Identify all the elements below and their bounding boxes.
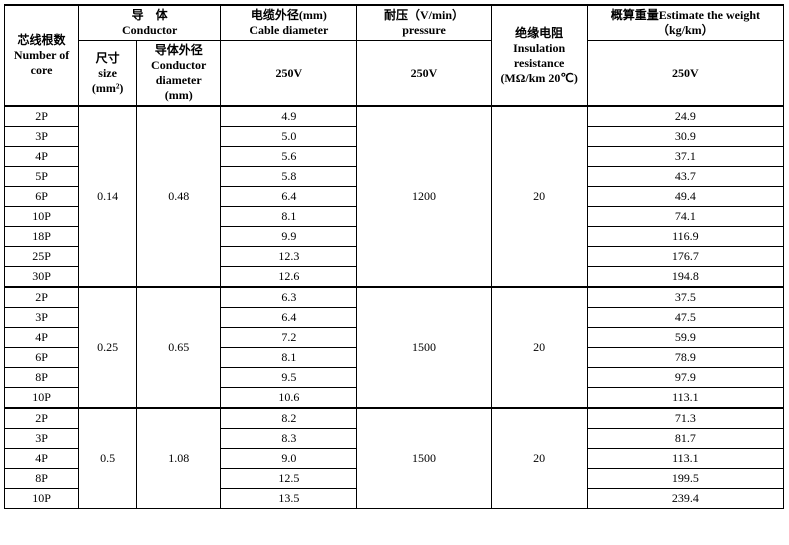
- cell-core: 2P: [5, 408, 79, 429]
- cell-weight: 71.3: [587, 408, 783, 429]
- cell-weight: 24.9: [587, 106, 783, 127]
- table-row: 2P0.51.088.215002071.3: [5, 408, 784, 429]
- cell-insulation: 20: [491, 287, 587, 408]
- cell-cable-dia: 10.6: [221, 388, 357, 409]
- cell-core: 18P: [5, 227, 79, 247]
- table-row: 2P0.140.484.912002024.9: [5, 106, 784, 127]
- cell-pressure: 1500: [357, 287, 491, 408]
- hdr-core: 芯线根数Number of core: [5, 5, 79, 106]
- cell-core: 3P: [5, 429, 79, 449]
- cell-weight: 74.1: [587, 207, 783, 227]
- cell-weight: 43.7: [587, 167, 783, 187]
- cell-core: 2P: [5, 106, 79, 127]
- cell-cable-dia: 5.0: [221, 127, 357, 147]
- cell-weight: 194.8: [587, 267, 783, 288]
- hdr-weight: 概算重量Estimate the weight（kg/km）: [587, 5, 783, 41]
- cell-weight: 116.9: [587, 227, 783, 247]
- cell-cable-dia: 6.4: [221, 308, 357, 328]
- cell-size: 0.25: [79, 287, 137, 408]
- cell-core: 10P: [5, 388, 79, 409]
- cell-weight: 37.5: [587, 287, 783, 308]
- cell-cable-dia: 12.6: [221, 267, 357, 288]
- cell-core: 4P: [5, 147, 79, 167]
- cell-cable-dia: 6.3: [221, 287, 357, 308]
- cell-core: 8P: [5, 368, 79, 388]
- cell-weight: 59.9: [587, 328, 783, 348]
- cell-cable-dia: 5.8: [221, 167, 357, 187]
- hdr-250v-wt: 250V: [587, 41, 783, 107]
- cell-core: 3P: [5, 308, 79, 328]
- cell-cable-dia: 8.1: [221, 207, 357, 227]
- cell-core: 2P: [5, 287, 79, 308]
- cell-weight: 176.7: [587, 247, 783, 267]
- cell-cond-dia: 0.48: [137, 106, 221, 287]
- cell-core: 6P: [5, 348, 79, 368]
- cell-cable-dia: 9.0: [221, 449, 357, 469]
- cell-core: 10P: [5, 489, 79, 509]
- cell-core: 10P: [5, 207, 79, 227]
- cell-core: 3P: [5, 127, 79, 147]
- cell-weight: 30.9: [587, 127, 783, 147]
- hdr-conductor: 导 体Conductor: [79, 5, 221, 41]
- hdr-250v-dia: 250V: [221, 41, 357, 107]
- cell-cable-dia: 13.5: [221, 489, 357, 509]
- table-header: 芯线根数Number of core 导 体Conductor 电缆外径(mm)…: [5, 5, 784, 106]
- cell-cable-dia: 7.2: [221, 328, 357, 348]
- hdr-insulation: 绝缘电阻Insulation resistance(MΩ/km 20℃): [491, 5, 587, 106]
- cell-cable-dia: 5.6: [221, 147, 357, 167]
- cell-insulation: 20: [491, 408, 587, 509]
- cell-core: 25P: [5, 247, 79, 267]
- cell-core: 8P: [5, 469, 79, 489]
- table-row: 2P0.250.656.315002037.5: [5, 287, 784, 308]
- cell-insulation: 20: [491, 106, 587, 287]
- cell-pressure: 1500: [357, 408, 491, 509]
- cell-core: 4P: [5, 449, 79, 469]
- hdr-250v-press: 250V: [357, 41, 491, 107]
- cell-weight: 47.5: [587, 308, 783, 328]
- cell-weight: 78.9: [587, 348, 783, 368]
- cell-weight: 113.1: [587, 388, 783, 409]
- cell-size: 0.5: [79, 408, 137, 509]
- cell-core: 30P: [5, 267, 79, 288]
- cell-weight: 81.7: [587, 429, 783, 449]
- cell-weight: 199.5: [587, 469, 783, 489]
- cell-pressure: 1200: [357, 106, 491, 287]
- hdr-pressure: 耐压（V/min）pressure: [357, 5, 491, 41]
- hdr-cable-dia: 电缆外径(mm)Cable diameter: [221, 5, 357, 41]
- cell-cond-dia: 1.08: [137, 408, 221, 509]
- cell-weight: 37.1: [587, 147, 783, 167]
- cell-cable-dia: 4.9: [221, 106, 357, 127]
- cell-core: 4P: [5, 328, 79, 348]
- cell-cable-dia: 8.1: [221, 348, 357, 368]
- table-body: 2P0.140.484.912002024.93P5.030.94P5.637.…: [5, 106, 784, 509]
- cell-cable-dia: 9.9: [221, 227, 357, 247]
- cell-weight: 49.4: [587, 187, 783, 207]
- cell-cable-dia: 9.5: [221, 368, 357, 388]
- cable-spec-table: 芯线根数Number of core 导 体Conductor 电缆外径(mm)…: [4, 4, 784, 509]
- cell-cable-dia: 12.5: [221, 469, 357, 489]
- cell-weight: 113.1: [587, 449, 783, 469]
- cell-cable-dia: 8.2: [221, 408, 357, 429]
- cell-size: 0.14: [79, 106, 137, 287]
- hdr-size: 尺寸size(mm²): [79, 41, 137, 107]
- cell-core: 6P: [5, 187, 79, 207]
- cell-cable-dia: 8.3: [221, 429, 357, 449]
- cell-core: 5P: [5, 167, 79, 187]
- cell-cable-dia: 6.4: [221, 187, 357, 207]
- hdr-cond-dia: 导体外径Conductor diameter(mm): [137, 41, 221, 107]
- cell-cond-dia: 0.65: [137, 287, 221, 408]
- cell-weight: 97.9: [587, 368, 783, 388]
- cell-cable-dia: 12.3: [221, 247, 357, 267]
- cell-weight: 239.4: [587, 489, 783, 509]
